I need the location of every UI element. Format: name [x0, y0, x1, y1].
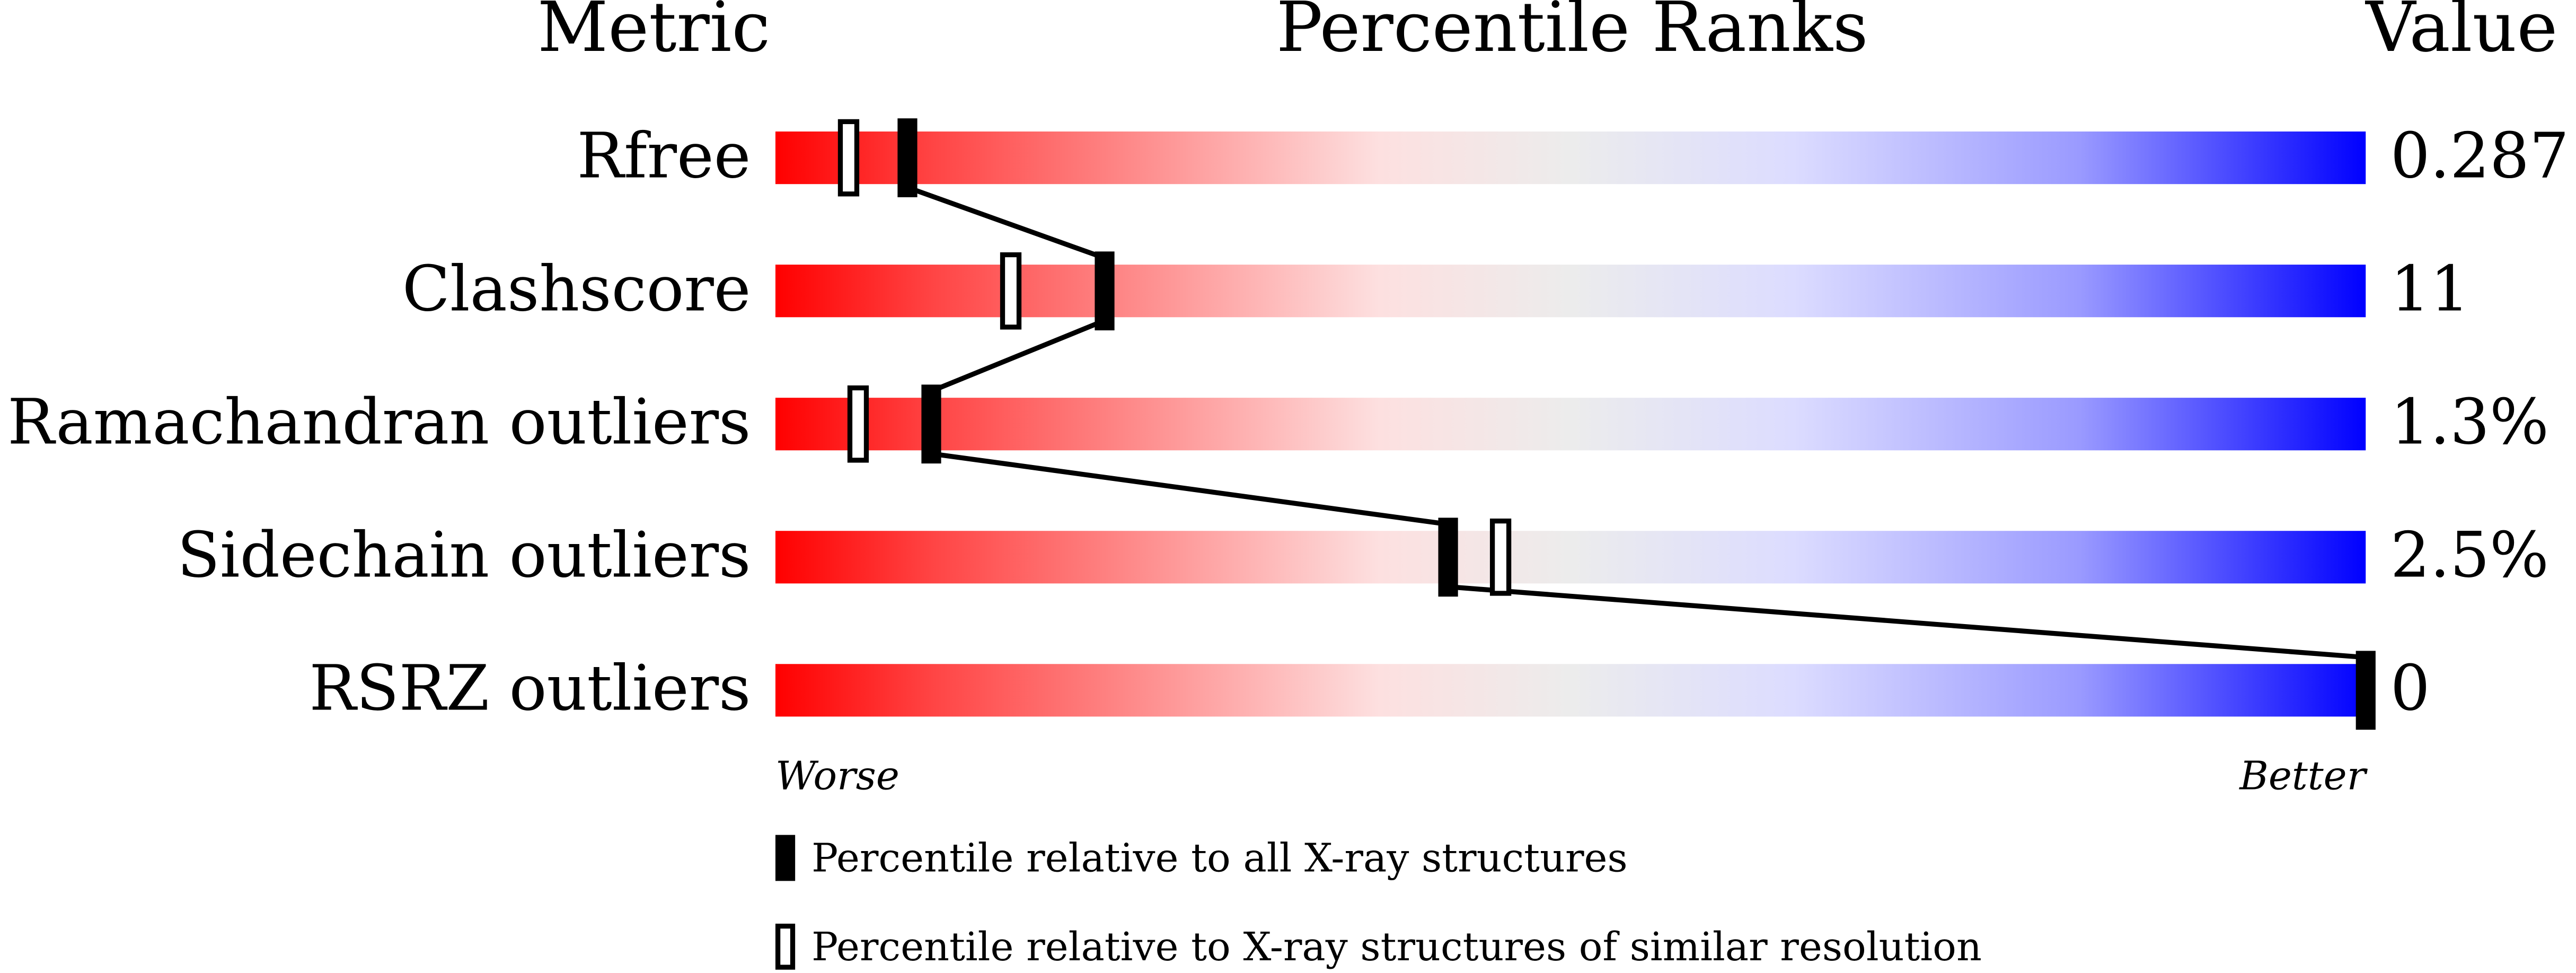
legend-swatch	[775, 923, 796, 970]
percentile-bar	[775, 132, 2366, 185]
percentile-bar	[775, 265, 2366, 318]
percentile-marker-hollow	[1000, 252, 1022, 330]
metric-value: 1.3%	[2390, 385, 2549, 458]
percentile-marker	[1095, 251, 1115, 331]
metric-value: 2.5%	[2390, 519, 2549, 592]
percentile-marker-hollow	[837, 119, 860, 197]
connector-line	[930, 318, 1106, 394]
percentile-marker	[2356, 651, 2376, 730]
metric-label: RSRZ outliers	[309, 652, 751, 725]
legend-label: Percentile relative to X-ray structures …	[811, 924, 1982, 970]
connector-line	[931, 451, 1449, 527]
metric-value: 0.287	[2390, 119, 2569, 192]
metric-value: 11	[2390, 252, 2470, 325]
legend-swatch	[775, 835, 796, 881]
percentile-bar	[775, 664, 2366, 717]
connector-line	[1448, 584, 2366, 660]
value-header: Value	[2365, 0, 2557, 67]
metric-value: 0	[2390, 652, 2430, 725]
percentile-marker-hollow	[1489, 518, 1512, 596]
percentile-bar	[775, 531, 2366, 584]
percentile-marker	[897, 118, 918, 197]
metric-header: Metric	[537, 0, 770, 67]
percentile-marker-hollow	[847, 385, 869, 463]
metric-label: Sidechain outliers	[177, 519, 751, 592]
worse-label: Worse	[775, 753, 899, 799]
ranks-header: Percentile Ranks	[1276, 0, 1868, 67]
percentile-marker	[921, 384, 941, 464]
percentile-bar	[775, 398, 2366, 451]
better-label: Better	[2238, 753, 2368, 799]
metric-label: Ramachandran outliers	[7, 385, 751, 458]
metric-label: Clashscore	[402, 252, 751, 325]
legend-label: Percentile relative to all X-ray structu…	[811, 835, 1628, 881]
percentile-marker	[1438, 518, 1458, 597]
connector-line	[906, 185, 1106, 261]
metric-label: Rfree	[577, 119, 751, 192]
